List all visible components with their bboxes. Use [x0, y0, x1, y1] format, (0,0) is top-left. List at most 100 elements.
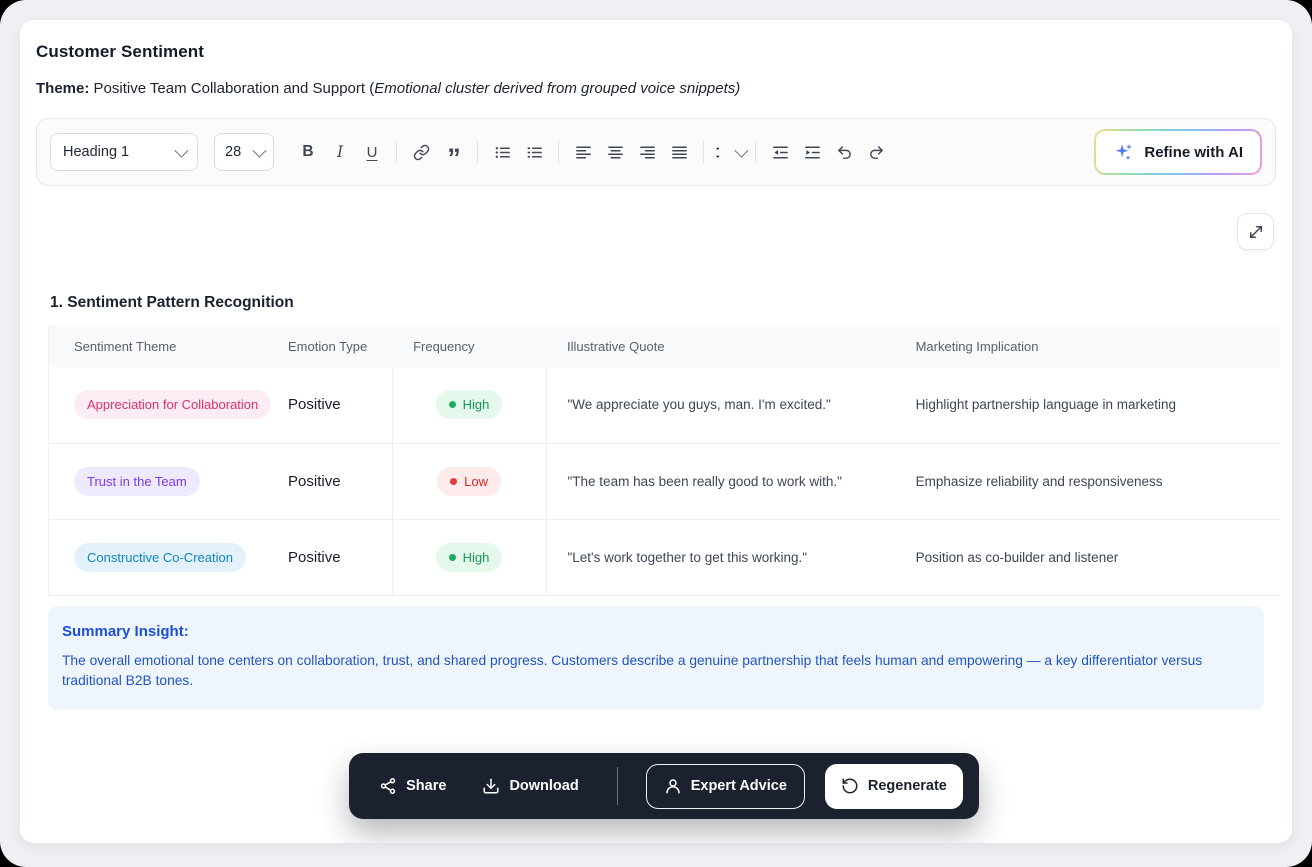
bullet-list-button[interactable]: [488, 138, 516, 166]
blockquote-button[interactable]: ”: [439, 138, 467, 173]
action-bar: Share Download Expert Advice Regenerate: [349, 753, 979, 820]
status-dot: [448, 553, 456, 561]
underline-button[interactable]: U: [358, 138, 386, 166]
line-spacing-icon: [716, 146, 720, 158]
table-row: Appreciation for Collaboration Positive …: [48, 367, 1280, 444]
theme-badge: Appreciation for Collaboration: [74, 390, 272, 420]
align-justify-icon: [671, 146, 687, 159]
summary-insight-box: Summary Insight: The overall emotional t…: [48, 605, 1264, 711]
section-heading: 1. Sentiment Pattern Recognition: [50, 294, 294, 311]
sentiment-table: Sentiment Theme Emotion Type Frequency I…: [48, 325, 1280, 596]
person-icon: [665, 779, 680, 794]
frequency-badge: High: [435, 542, 503, 572]
table-header-row: Sentiment Theme Emotion Type Frequency I…: [48, 325, 1280, 367]
align-right-icon: [639, 146, 655, 159]
summary-text: The overall emotional tone centers on co…: [62, 652, 1203, 688]
expert-advice-button[interactable]: Expert Advice: [645, 763, 805, 809]
illustrative-quote: "Let's work together to get this working…: [546, 519, 906, 596]
theme-badge: Trust in the Team: [74, 466, 200, 496]
document-card: Customer Sentiment Theme: Positive Team …: [20, 20, 1292, 843]
column-header-sentiment-theme: Sentiment Theme: [48, 325, 281, 367]
marketing-implication: Emphasize reliability and responsiveness: [905, 443, 1280, 520]
page-title: Customer Sentiment: [36, 42, 205, 61]
column-header-frequency: Frequency: [392, 325, 546, 367]
align-center-button[interactable]: [601, 138, 629, 166]
numbered-list-icon: [527, 146, 542, 158]
column-header-marketing-implication: Marketing Implication: [905, 325, 1280, 367]
outdent-icon: [772, 146, 788, 158]
bold-button[interactable]: B: [294, 138, 322, 166]
toolbar-divider: [477, 141, 478, 163]
marketing-implication: Highlight partnership language in market…: [905, 367, 1280, 444]
share-label: Share: [406, 778, 447, 795]
column-header-emotion-type: Emotion Type: [280, 325, 393, 367]
share-network-icon: [380, 778, 396, 795]
column-header-illustrative-quote: Illustrative Quote: [546, 325, 906, 367]
outdent-button[interactable]: [766, 138, 794, 166]
summary-heading: Summary Insight:: [62, 622, 189, 640]
redo-button[interactable]: [862, 138, 890, 166]
indent-button[interactable]: [798, 138, 826, 166]
rotate-ccw-icon: [842, 778, 858, 794]
theme-italic-text: Emotional cluster derived from grouped v…: [374, 80, 741, 97]
emotion-type-value: Positive: [280, 367, 393, 444]
chevron-down-icon: [174, 143, 189, 158]
align-left-icon: [575, 146, 591, 159]
theme-text: Positive Team Collaboration and Support …: [89, 80, 375, 97]
download-button[interactable]: Download: [482, 777, 579, 795]
align-justify-button[interactable]: [665, 138, 693, 166]
emotion-type-value: Positive: [280, 519, 393, 596]
download-icon: [483, 778, 499, 794]
bold-icon: B: [302, 143, 314, 160]
action-bar-divider: [616, 767, 618, 806]
regenerate-button[interactable]: Regenerate: [824, 763, 963, 809]
expand-button[interactable]: [1237, 213, 1274, 250]
indent-icon: [804, 146, 820, 158]
align-center-icon: [607, 146, 623, 159]
status-dot: [450, 477, 458, 485]
italic-button[interactable]: I: [326, 138, 354, 166]
expert-advice-label: Expert Advice: [690, 778, 787, 795]
table-row: Trust in the Team Positive Low "The team…: [48, 443, 1280, 520]
regenerate-label: Regenerate: [867, 778, 947, 795]
link-button[interactable]: [407, 138, 435, 166]
refine-button-label: Refine with AI: [1144, 143, 1243, 161]
refine-with-ai-button[interactable]: Refine with AI: [1094, 129, 1262, 175]
line-spacing-button[interactable]: [714, 143, 749, 161]
bullet-list-icon: [495, 146, 510, 158]
sparkles-icon: [1116, 143, 1133, 161]
toolbar-divider: [558, 141, 559, 163]
align-left-button[interactable]: [569, 138, 597, 166]
editor-canvas[interactable]: [36, 186, 1276, 294]
illustrative-quote: "The team has been really good to work w…: [546, 443, 906, 520]
theme-badge: Constructive Co-Creation: [74, 542, 246, 572]
underline-icon: U: [366, 143, 378, 161]
quote-icon: ”: [447, 143, 460, 173]
emotion-type-value: Positive: [280, 443, 393, 520]
status-dot: [448, 401, 456, 409]
font-size-value: 28: [225, 144, 242, 160]
formatting-icons: B I U ”: [294, 138, 890, 173]
toolbar-divider: [703, 141, 704, 163]
numbered-list-button[interactable]: [520, 138, 548, 166]
download-label: Download: [509, 778, 579, 795]
toolbar-divider: [755, 141, 756, 163]
redo-icon: [869, 145, 883, 159]
frequency-badge: Low: [437, 466, 501, 496]
chevron-down-icon: [252, 143, 267, 158]
toolbar-divider: [396, 141, 397, 163]
heading-style-value: Heading 1: [63, 144, 130, 160]
link-icon: [413, 144, 429, 160]
font-size-select[interactable]: 28: [214, 133, 274, 171]
diagonal-expand-icon: [1249, 225, 1262, 238]
heading-style-select[interactable]: Heading 1: [50, 133, 198, 171]
marketing-implication: Position as co-builder and listener: [905, 519, 1280, 596]
undo-button[interactable]: [830, 138, 858, 166]
undo-icon: [837, 145, 851, 159]
illustrative-quote: "We appreciate you guys, man. I'm excite…: [546, 367, 906, 444]
share-button[interactable]: Share: [379, 777, 446, 795]
editor-toolbar: Heading 1 28 B I U ”: [36, 118, 1276, 186]
align-right-button[interactable]: [633, 138, 661, 166]
theme-label: Theme:: [36, 80, 90, 97]
